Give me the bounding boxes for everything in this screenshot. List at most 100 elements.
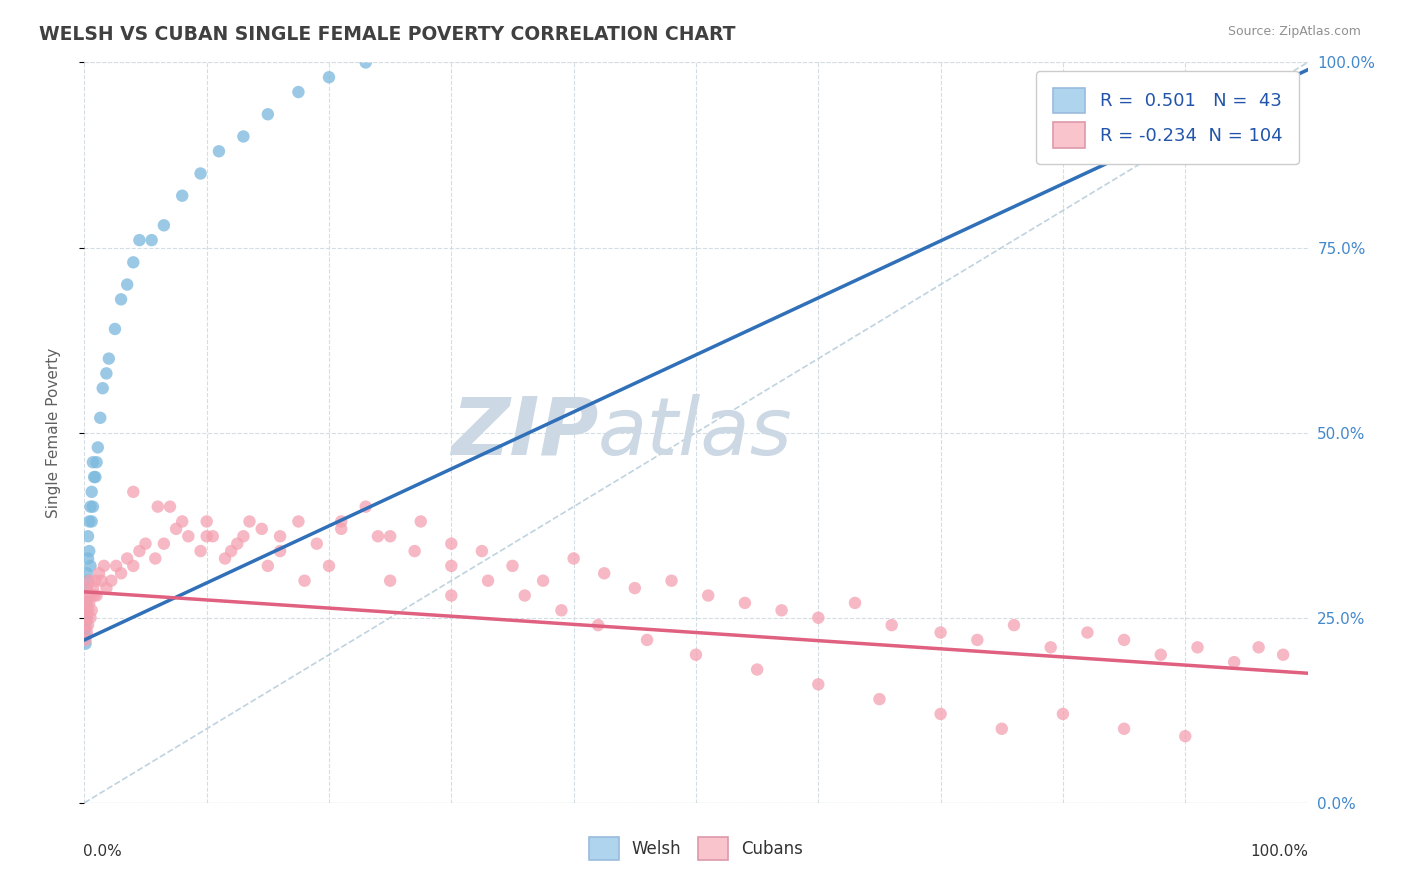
- Point: [86, 455, 108, 469]
- Point: [77, 574, 100, 588]
- Point: [82, 500, 104, 514]
- Point: [79, 500, 101, 514]
- Point: [76, 596, 98, 610]
- Point: [232, 529, 254, 543]
- Point: [294, 574, 316, 588]
- Point: [844, 596, 866, 610]
- Point: [122, 255, 145, 269]
- Point: [80, 603, 103, 617]
- Point: [929, 625, 952, 640]
- Point: [80, 484, 103, 499]
- Legend: Welsh, Cubans: Welsh, Cubans: [581, 829, 811, 869]
- Text: ZIP: ZIP: [451, 393, 598, 472]
- Point: [128, 233, 150, 247]
- Point: [100, 574, 122, 588]
- Point: [159, 500, 181, 514]
- Text: 100.0%: 100.0%: [1251, 844, 1309, 858]
- Point: [77, 574, 100, 588]
- Point: [238, 515, 260, 529]
- Point: [502, 558, 524, 573]
- Point: [409, 515, 432, 529]
- Point: [929, 706, 952, 721]
- Point: [83, 589, 105, 603]
- Point: [747, 663, 769, 677]
- Point: [1114, 632, 1136, 647]
- Point: [122, 484, 145, 499]
- Point: [75, 637, 97, 651]
- Point: [1039, 640, 1062, 655]
- Point: [82, 581, 104, 595]
- Point: [77, 515, 100, 529]
- Point: [86, 589, 108, 603]
- Point: [330, 522, 353, 536]
- Point: [624, 581, 647, 595]
- Point: [190, 544, 212, 558]
- Text: WELSH VS CUBAN SINGLE FEMALE POVERTY CORRELATION CHART: WELSH VS CUBAN SINGLE FEMALE POVERTY COR…: [39, 25, 735, 44]
- Point: [83, 470, 105, 484]
- Point: [89, 410, 111, 425]
- Point: [201, 529, 224, 543]
- Point: [75, 622, 97, 636]
- Point: [318, 70, 340, 85]
- Point: [115, 277, 138, 292]
- Point: [122, 558, 145, 573]
- Point: [146, 500, 169, 514]
- Point: [195, 529, 218, 543]
- Point: [77, 603, 100, 617]
- Point: [250, 522, 273, 536]
- Point: [77, 618, 100, 632]
- Point: [991, 722, 1014, 736]
- Point: [87, 566, 110, 581]
- Point: [1076, 625, 1098, 640]
- Point: [77, 544, 100, 558]
- Point: [76, 610, 98, 624]
- Point: [75, 629, 97, 643]
- Point: [135, 536, 157, 550]
- Point: [76, 581, 98, 595]
- Point: [636, 632, 658, 647]
- Text: atlas: atlas: [598, 393, 793, 472]
- Point: [367, 529, 389, 543]
- Point: [195, 515, 218, 529]
- Point: [84, 470, 107, 484]
- Point: [330, 515, 353, 529]
- Point: [143, 551, 166, 566]
- Point: [257, 558, 280, 573]
- Point: [305, 536, 328, 550]
- Point: [318, 558, 340, 573]
- Point: [105, 558, 128, 573]
- Point: [287, 85, 309, 99]
- Point: [880, 618, 903, 632]
- Point: [1187, 640, 1209, 655]
- Point: [77, 589, 100, 603]
- Point: [208, 145, 231, 159]
- Point: [966, 632, 988, 647]
- Point: [1150, 648, 1173, 662]
- Point: [75, 607, 97, 621]
- Point: [219, 544, 242, 558]
- Y-axis label: Single Female Poverty: Single Female Poverty: [46, 348, 60, 517]
- Point: [79, 610, 101, 624]
- Point: [807, 677, 830, 691]
- Point: [440, 589, 463, 603]
- Point: [269, 529, 291, 543]
- Point: [110, 566, 132, 581]
- Point: [77, 529, 100, 543]
- Point: [593, 566, 616, 581]
- Point: [76, 581, 98, 595]
- Point: [1174, 729, 1197, 743]
- Text: 0.0%: 0.0%: [83, 844, 122, 858]
- Point: [440, 536, 463, 550]
- Point: [257, 107, 280, 121]
- Point: [354, 55, 377, 70]
- Point: [380, 574, 402, 588]
- Point: [97, 351, 120, 366]
- Point: [1002, 618, 1025, 632]
- Point: [172, 188, 194, 202]
- Point: [153, 536, 176, 550]
- Point: [562, 551, 585, 566]
- Point: [82, 455, 104, 469]
- Point: [513, 589, 536, 603]
- Point: [661, 574, 683, 588]
- Point: [471, 544, 494, 558]
